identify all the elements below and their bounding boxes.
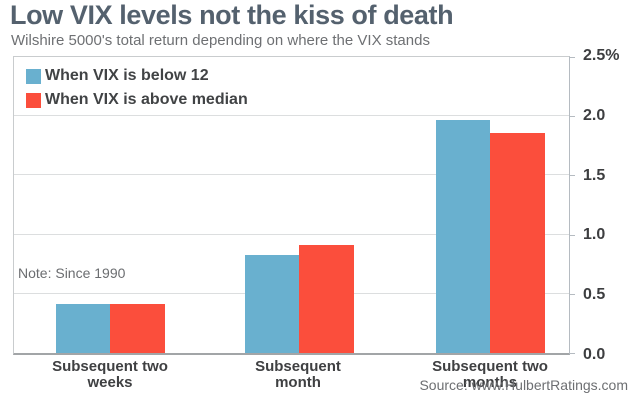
chart-note: Note: Since 1990 xyxy=(18,265,126,281)
gridline xyxy=(14,174,569,176)
bar-vix-below-12 xyxy=(56,304,110,353)
y-tick-mark xyxy=(569,57,575,58)
y-tick-mark xyxy=(569,293,575,295)
legend-label: When VIX is above median xyxy=(45,91,248,108)
y-tick-label: 1.5 xyxy=(583,167,606,184)
y-tick-mark xyxy=(569,353,575,354)
y-tick-mark xyxy=(569,234,575,236)
legend-item-above-median: When VIX is above median xyxy=(26,91,248,109)
source-attribution: Source: www.HulbertRatings.com xyxy=(419,377,628,393)
legend-label: When VIX is below 12 xyxy=(45,67,209,84)
y-tick-label: 0.5 xyxy=(583,286,606,303)
bar-vix-above-median xyxy=(299,245,354,353)
gridline xyxy=(14,115,569,117)
plot-area: When VIX is below 12 When VIX is above m… xyxy=(13,56,575,355)
category-label: Subsequent two weeks xyxy=(52,358,168,391)
category-label: Subsequent month xyxy=(255,358,341,391)
gridline xyxy=(14,233,569,235)
category-label: Subsequent two months xyxy=(432,358,548,391)
bar-vix-below-12 xyxy=(436,120,490,353)
y-tick-label: 1.0 xyxy=(583,226,606,243)
legend: When VIX is below 12 When VIX is above m… xyxy=(26,67,248,109)
y-tick-mark xyxy=(569,175,575,177)
y-tick-mark xyxy=(569,116,575,118)
chart-subtitle: Wilshire 5000's total return depending o… xyxy=(11,32,430,49)
y-tick-label: 0.0 xyxy=(583,346,606,363)
legend-swatch-blue-icon xyxy=(26,68,41,84)
y-tick-label: 2.5% xyxy=(583,47,620,64)
bar-vix-below-12 xyxy=(245,255,299,353)
bar-vix-above-median xyxy=(110,304,165,353)
legend-swatch-red-icon xyxy=(26,92,41,108)
page-title: Low VIX levels not the kiss of death xyxy=(10,0,454,30)
bar-vix-above-median xyxy=(490,133,545,353)
legend-item-below-12: When VIX is below 12 xyxy=(26,67,248,85)
y-tick-label: 2.0 xyxy=(583,107,606,124)
